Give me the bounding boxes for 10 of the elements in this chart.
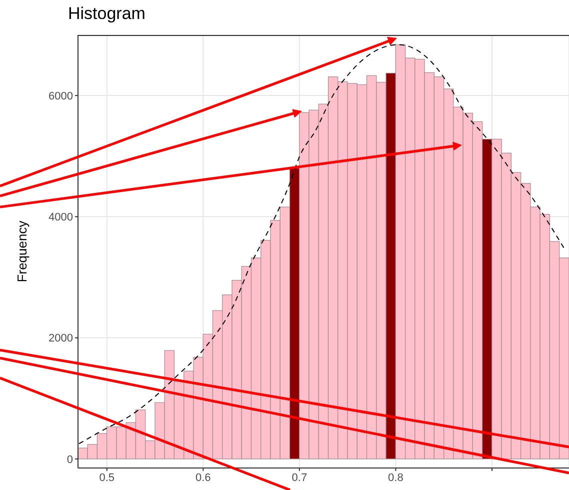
x-tick-label: 0.5 (99, 472, 115, 484)
chart-title: Histogram (68, 4, 146, 24)
y-tick-label: 6000 (48, 90, 73, 102)
y-tick-label: 4000 (48, 212, 73, 224)
y-tick-label: 0 (66, 454, 73, 466)
x-tick-label: 0.8 (388, 472, 404, 484)
y-axis-title: Frequency (14, 220, 30, 282)
y-tick-label: 2000 (48, 332, 73, 345)
x-tick-label: 0.7 (292, 472, 308, 484)
x-tick-label: 0.6 (196, 472, 211, 484)
